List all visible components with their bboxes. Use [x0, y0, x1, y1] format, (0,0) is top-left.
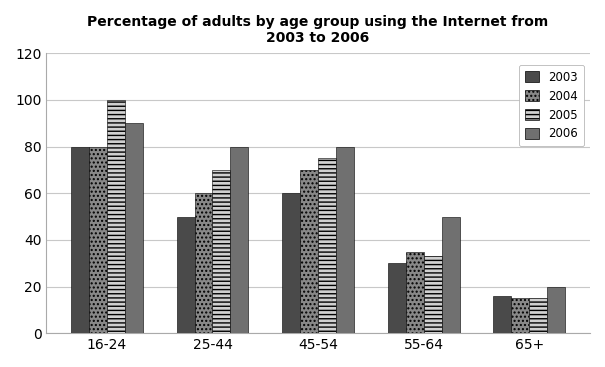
Bar: [125, 123, 143, 333]
Bar: [212, 170, 231, 333]
Bar: [177, 217, 195, 333]
Bar: [442, 217, 460, 333]
Bar: [424, 256, 442, 333]
Bar: [406, 251, 424, 333]
Bar: [300, 170, 318, 333]
Bar: [71, 146, 89, 333]
Bar: [195, 193, 212, 333]
Bar: [529, 298, 548, 333]
Bar: [282, 193, 300, 333]
Bar: [107, 100, 125, 333]
Bar: [318, 158, 336, 333]
Bar: [494, 296, 511, 333]
Bar: [548, 287, 565, 333]
Bar: [388, 263, 406, 333]
Legend: 2003, 2004, 2005, 2006: 2003, 2004, 2005, 2006: [519, 65, 584, 146]
Bar: [231, 146, 249, 333]
Bar: [336, 146, 354, 333]
Bar: [89, 146, 107, 333]
Bar: [511, 298, 529, 333]
Title: Percentage of adults by age group using the Internet from
2003 to 2006: Percentage of adults by age group using …: [88, 15, 549, 45]
